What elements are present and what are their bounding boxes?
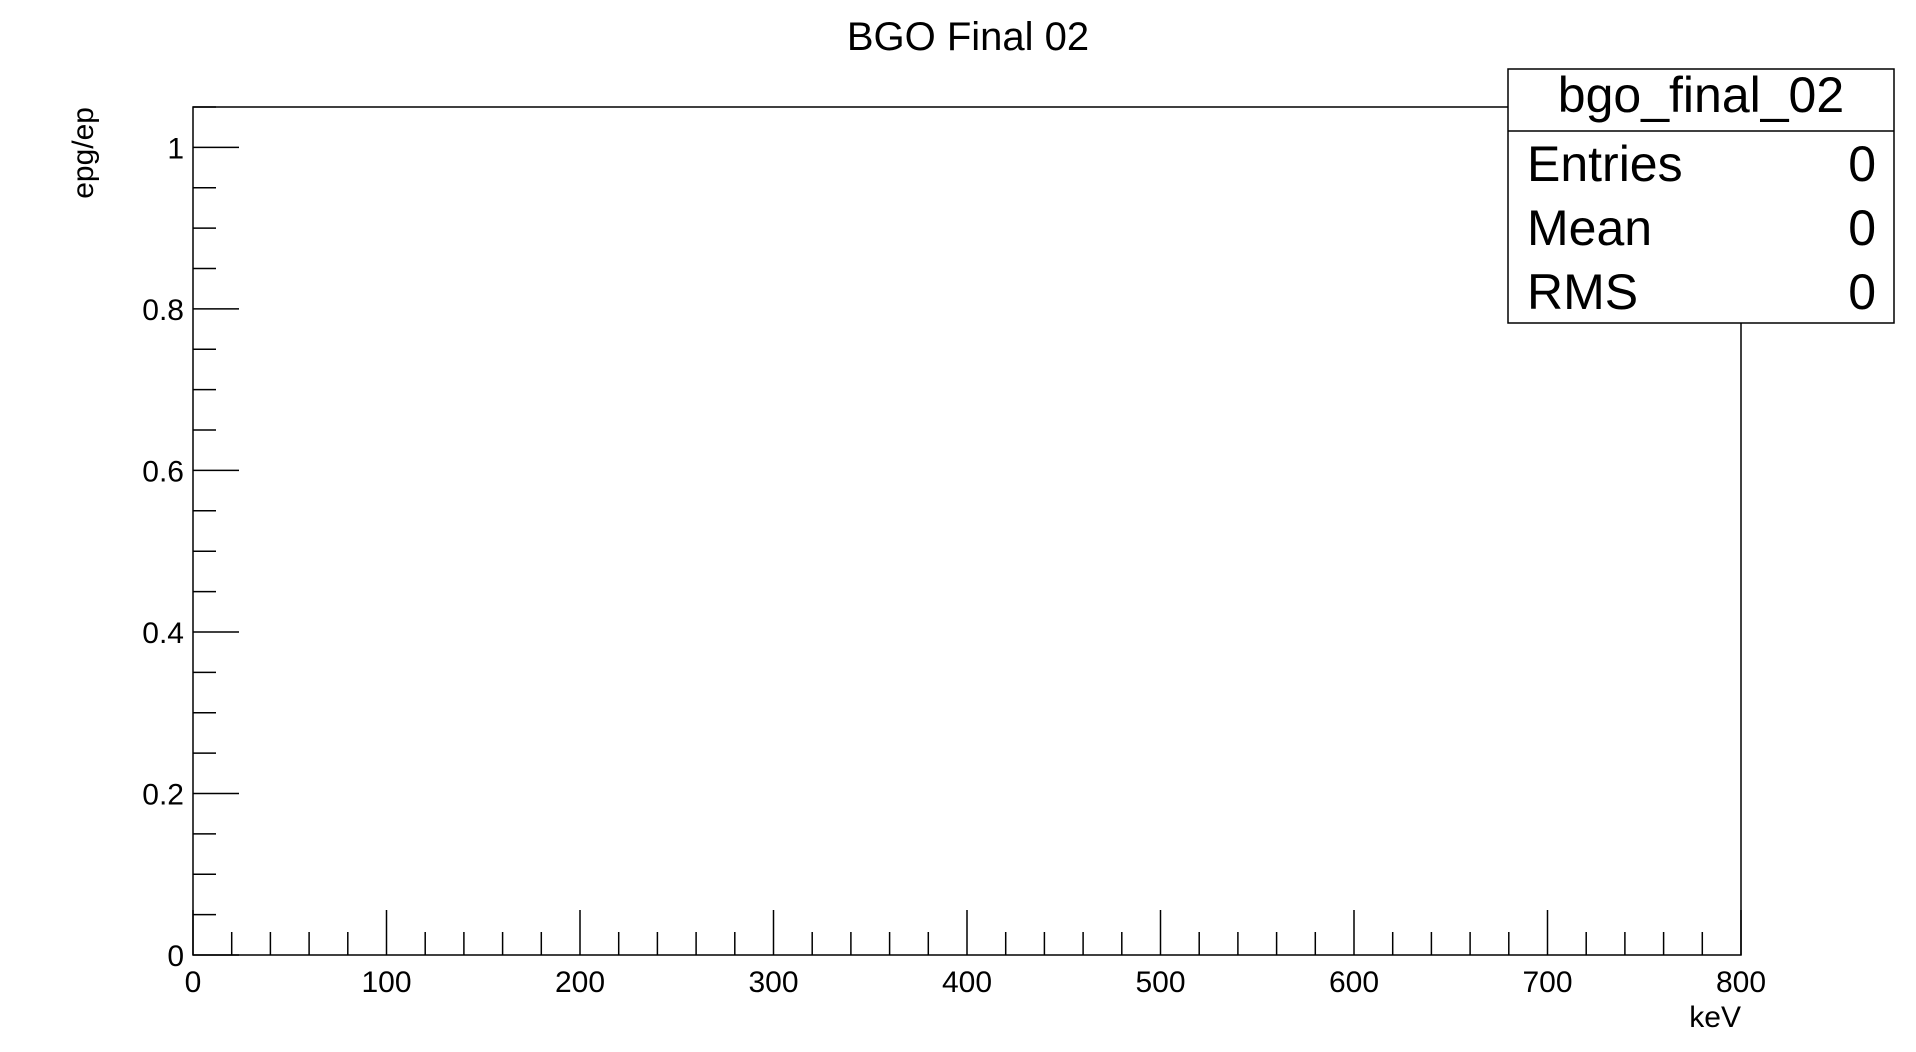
x-tick-label: 300: [748, 966, 798, 999]
x-tick-label: 100: [361, 966, 411, 999]
stats-box-frame: [1507, 68, 1895, 324]
y-tick-label: 1: [167, 132, 184, 165]
y-tick-label: 0.8: [142, 294, 184, 327]
x-tick-label: 800: [1716, 966, 1766, 999]
y-tick-label: 0.6: [142, 455, 184, 488]
x-tick-label: 700: [1522, 966, 1572, 999]
stats-rms-value: 0: [1848, 264, 1876, 320]
stats-mean-label: Mean: [1527, 200, 1652, 256]
stats-entries-label: Entries: [1527, 136, 1683, 192]
y-tick-label: 0: [167, 940, 184, 973]
x-tick-label: 400: [942, 966, 992, 999]
x-tick-label: 500: [1135, 966, 1185, 999]
x-tick-label: 0: [185, 966, 202, 999]
stats-mean-value: 0: [1848, 200, 1876, 256]
x-tick-label: 600: [1329, 966, 1379, 999]
x-axis: 0 100 200 300 400 500 600 700 800: [185, 910, 1766, 999]
chart-title: BGO Final 02: [847, 15, 1089, 59]
stats-rms-label: RMS: [1527, 264, 1638, 320]
x-axis-label: keV: [1689, 1001, 1741, 1034]
y-tick-label: 0.4: [142, 617, 184, 650]
stats-entries-value: 0: [1848, 136, 1876, 192]
stats-box-name: bgo_final_02: [1558, 67, 1844, 123]
y-axis-label: epg/ep: [67, 107, 100, 199]
y-axis: 0 0.2 0.4 0.6 0.8 1: [142, 106, 239, 973]
stats-box: bgo_final_02 Entries 0 Mean 0 RMS 0: [1507, 67, 1895, 324]
y-tick-label: 0.2: [142, 778, 184, 811]
x-tick-label: 200: [555, 966, 605, 999]
